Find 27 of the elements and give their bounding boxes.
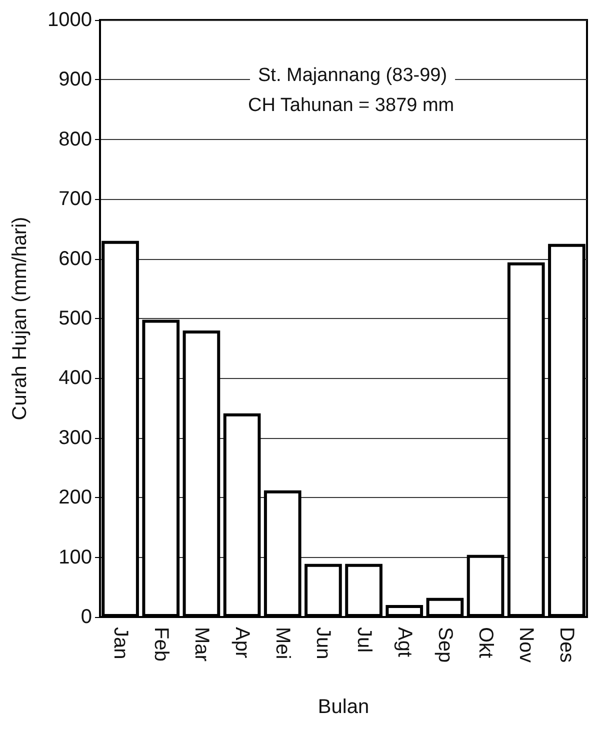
x-tick-label: Feb [150,627,172,662]
y-tick-label: 300 [58,426,92,449]
y-tick-label: 0 [80,606,92,628]
y-tick-label: 700 [58,188,92,210]
x-tick-label: Jan [109,627,132,660]
x-tick-label: Sep [434,627,456,663]
y-tick-label: 1000 [48,9,92,31]
y-tick-label: 800 [58,128,92,150]
x-tick-label: Jun [312,627,334,660]
x-tick-label: Nov [515,627,538,663]
x-tick-label: Mei [272,627,294,660]
y-tick-label: 900 [58,68,92,91]
annotation: CH Tahunan = 3879 mm [248,95,454,116]
x-tick-label: Apr [231,627,254,658]
y-tick-label: 600 [58,248,92,270]
x-tick-label: Des [556,627,578,663]
annotation: St. Majannang (83-99) [258,65,448,86]
y-tick-label: 200 [58,486,92,509]
x-axis-title: Bulan [318,696,370,718]
y-tick-label: 500 [58,308,92,330]
x-tick-label: Agt [393,627,416,658]
y-tick-label: 400 [58,367,92,390]
y-tick-label: 100 [58,546,92,568]
x-tick-label: Mar [190,627,212,662]
y-axis-title: Curah Hujan (mm/hari) [9,216,31,420]
x-tick-label: Okt [474,627,497,659]
x-tick-label: Jul [352,627,375,653]
